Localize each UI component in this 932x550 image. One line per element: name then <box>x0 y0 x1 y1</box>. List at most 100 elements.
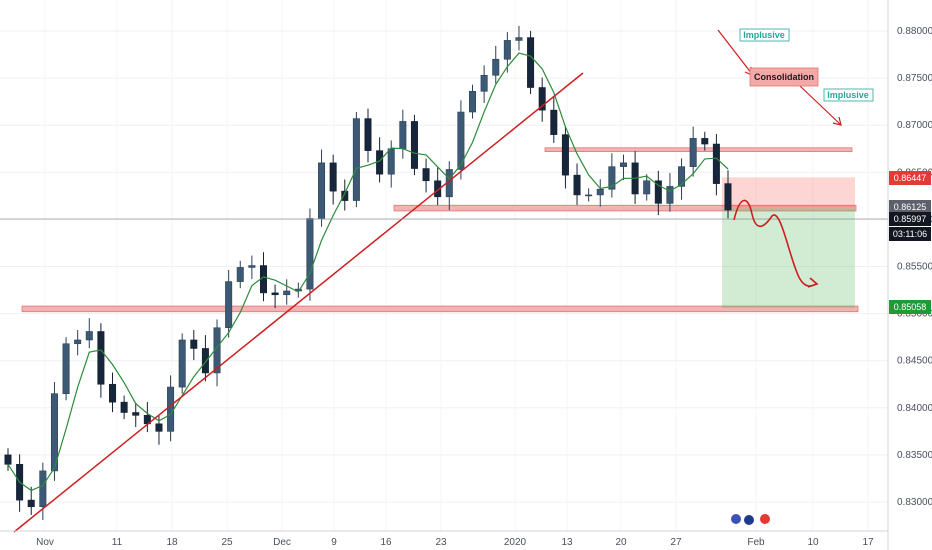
short-position-box <box>722 177 855 309</box>
time-axis: Nov 11 18 25 Dec 9 16 23 2020 13 20 27 Feb 10 17 <box>36 537 874 548</box>
candle-body-36 <box>422 168 430 182</box>
stop-loss-zone <box>722 177 855 208</box>
candle-body-42 <box>492 58 500 76</box>
candle-body-9 <box>109 383 117 403</box>
annotation-box-consolidation <box>749 67 819 87</box>
event-icon-flag-3 <box>760 514 770 524</box>
impulse-arrowhead-bottom <box>832 116 842 126</box>
annotation-box-implusive-1 <box>739 28 790 42</box>
y-tick-label-7: 0.84500 <box>897 356 932 367</box>
candle-body-13 <box>155 423 163 432</box>
x-tick-label-14: 17 <box>862 537 874 548</box>
candle-body-15 <box>178 339 186 388</box>
candle-body-6 <box>74 339 82 345</box>
candle-body-53 <box>619 162 627 167</box>
event-icon-flag-1 <box>731 514 741 524</box>
x-tick-label-12: Feb <box>747 537 765 548</box>
candle-body-0 <box>4 454 12 465</box>
candle-body-19 <box>225 281 233 329</box>
annotation-box-implusive-2 <box>823 88 874 102</box>
candle-body-39 <box>457 111 465 170</box>
price-tag-2: 0.85997 <box>894 214 927 224</box>
candle-body-26 <box>306 218 314 290</box>
candle-body-30 <box>352 118 360 201</box>
candle-body-46 <box>538 87 546 111</box>
annotation-implusive-1: Implusive <box>743 30 785 40</box>
y-tick-label-8: 0.84000 <box>897 403 932 414</box>
event-icon-flag-2 <box>744 515 754 525</box>
y-tick-label-5: 0.85500 <box>897 262 932 273</box>
take-profit-zone <box>722 207 855 309</box>
x-tick-label-10: 20 <box>615 537 627 548</box>
annotation-implusive-2: Implusive <box>827 90 869 100</box>
x-tick-label-11: 27 <box>670 537 682 548</box>
candle-body-20 <box>236 267 244 282</box>
x-tick-label-13: 10 <box>807 537 819 548</box>
candle-body-49 <box>573 174 581 196</box>
candle-body-28 <box>329 162 337 192</box>
candle-body-31 <box>364 118 372 151</box>
candle-body-18 <box>213 327 221 374</box>
price-tag-box-3 <box>889 227 931 241</box>
impulse-arrow-top <box>717 29 753 75</box>
candle-body-48 <box>561 134 569 176</box>
candle-body-7 <box>85 331 93 341</box>
grid-lines <box>0 0 888 531</box>
candle-body-34 <box>399 121 407 150</box>
candle-body-62 <box>724 183 732 211</box>
candle-body-43 <box>503 40 511 60</box>
price-tag-box-1 <box>889 200 931 214</box>
zone-support-mid <box>393 204 857 212</box>
candle-body-33 <box>387 148 395 175</box>
moving-average-line <box>7 52 729 492</box>
x-tick-label-2: 18 <box>166 537 178 548</box>
x-tick-label-0: Nov <box>36 537 54 548</box>
candle-body-51 <box>596 188 604 196</box>
candle-body-10 <box>120 401 128 413</box>
candle-body-29 <box>341 190 349 201</box>
candle-body-3 <box>39 470 47 508</box>
y-tick-label-10: 0.83000 <box>897 497 932 508</box>
price-tag-0: 0.86447 <box>894 173 927 183</box>
price-tag-box-2 <box>889 212 931 226</box>
support-resistance-zones <box>21 147 859 313</box>
candle-body-52 <box>608 166 616 190</box>
x-tick-label-3: 25 <box>221 537 233 548</box>
candle-body-24 <box>283 290 291 296</box>
y-tick-label-6: 0.85000 <box>897 309 932 320</box>
candle-body-16 <box>190 339 198 349</box>
candle-body-61 <box>712 143 720 184</box>
candle-body-57 <box>666 186 674 204</box>
projection-path <box>733 199 817 287</box>
x-tick-label-7: 23 <box>435 537 447 548</box>
x-tick-label-9: 13 <box>561 537 573 548</box>
candle-body-40 <box>469 90 477 113</box>
annotations: Implusive Consolidation Implusive <box>717 28 874 126</box>
candle-body-23 <box>271 292 279 296</box>
candle-body-2 <box>27 499 35 508</box>
x-tick-label-5: 9 <box>331 537 337 548</box>
price-tag-4: 0.85058 <box>894 302 927 312</box>
price-tags: 0.86447 0.86125 0.85997 03:11:06 0.85058 <box>889 171 931 314</box>
candle-body-35 <box>410 121 418 169</box>
candle-body-17 <box>201 348 209 374</box>
price-tag-1: 0.86125 <box>894 202 927 212</box>
candle-body-56 <box>654 180 662 204</box>
candle-body-47 <box>550 109 558 135</box>
price-tag-box-4 <box>889 300 931 314</box>
candle-body-21 <box>248 265 256 268</box>
candle-body-27 <box>318 162 326 219</box>
y-tick-label-0: 0.88000 <box>897 26 932 37</box>
candle-body-41 <box>480 74 488 92</box>
price-tag-3: 03:11:06 <box>893 229 927 239</box>
candle-body-50 <box>585 194 593 197</box>
candle-body-55 <box>643 180 651 195</box>
candle-body-37 <box>434 180 442 198</box>
y-tick-label-1: 0.87500 <box>897 73 932 84</box>
candle-body-4 <box>50 393 58 472</box>
x-tick-label-1: 11 <box>112 537 123 548</box>
x-tick-label-8: 2020 <box>504 537 527 548</box>
zone-support-lower <box>21 305 859 313</box>
x-tick-label-6: 16 <box>380 537 392 548</box>
